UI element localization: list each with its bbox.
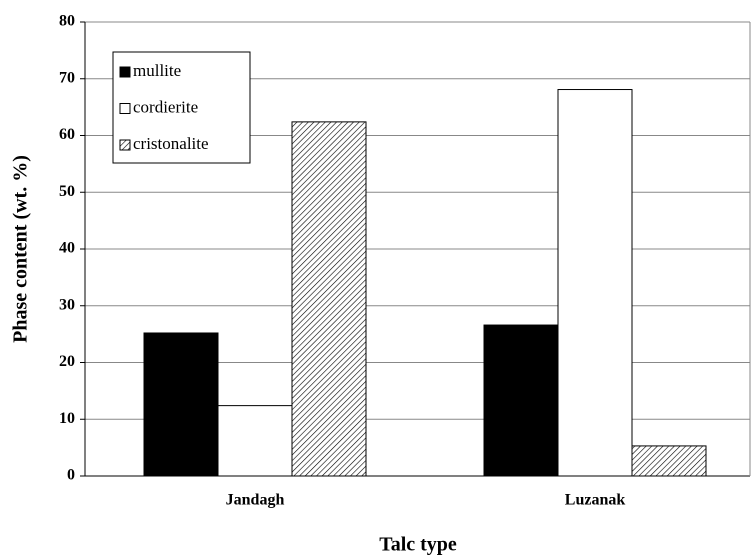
bar: [217, 405, 293, 477]
y-tick-label: 30: [59, 296, 75, 313]
x-tick-label: Luzanak: [565, 492, 626, 509]
legend-label: cristonalite: [133, 134, 209, 153]
legend-swatch: [119, 139, 131, 151]
x-axis-label: Talc type: [379, 534, 457, 556]
y-tick-label: 10: [59, 410, 75, 427]
bar: [557, 89, 633, 477]
y-axis-label: Phase content (wt. %): [10, 155, 32, 343]
y-tick-label: 0: [67, 467, 75, 484]
bar: [631, 445, 707, 477]
legend-label: cordierite: [133, 97, 198, 116]
y-tick-label: 80: [59, 13, 75, 30]
x-tick-label: Jandagh: [226, 492, 285, 509]
y-tick-label: 70: [59, 69, 75, 86]
y-tick-label: 60: [59, 126, 75, 143]
bar: [291, 121, 367, 477]
legend-box: [112, 51, 251, 164]
bar: [143, 332, 219, 477]
legend-label: mullite: [133, 61, 181, 80]
bar: [483, 324, 559, 477]
y-tick-label: 50: [59, 183, 75, 200]
legend-swatch: [119, 103, 131, 114]
legend-swatch: [119, 66, 131, 78]
y-tick-label: 40: [59, 240, 75, 257]
y-tick-label: 20: [59, 353, 75, 370]
